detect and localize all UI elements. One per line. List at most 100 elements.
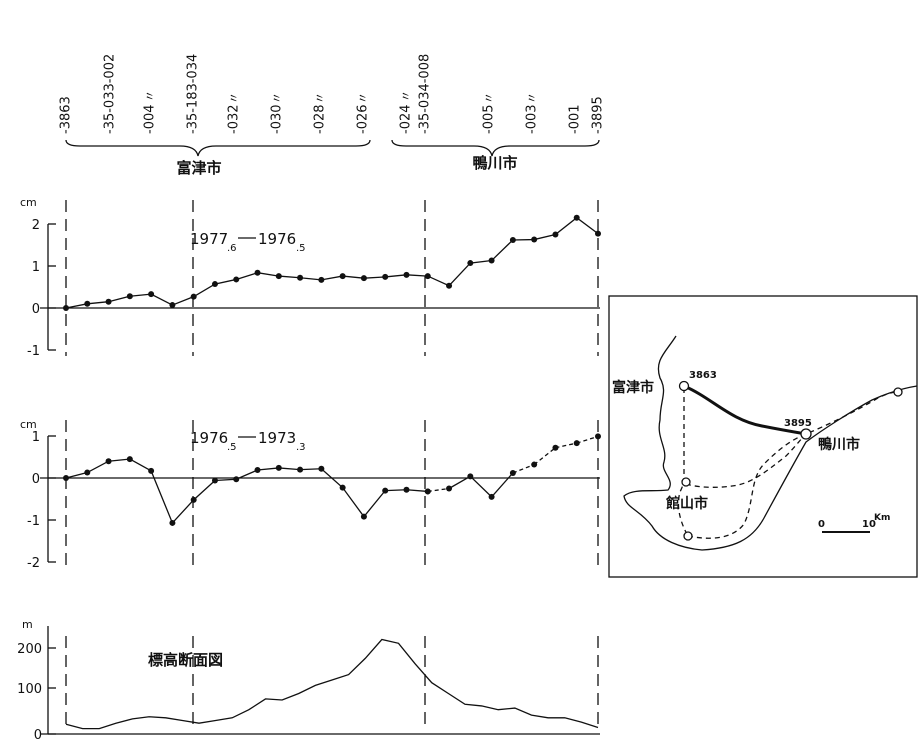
chart1-point	[211, 281, 218, 288]
map-label-kamogawa: 鴨川市	[818, 436, 860, 453]
inset-map-frame	[608, 295, 918, 578]
chart2-point	[233, 476, 240, 483]
benchmark-label: -005	[482, 104, 497, 134]
chart1-epoch-b-sub: .5	[296, 243, 306, 254]
chart3-title: 標高断面図	[148, 651, 223, 669]
chart2-epoch-b: 1973	[258, 429, 296, 447]
chart2-series-segment	[512, 463, 535, 474]
group-label-futtsu: 富津市	[176, 159, 221, 177]
chart1-unit: cm	[20, 196, 37, 209]
chart1-point	[297, 274, 304, 281]
chart1-ytick-label: -1	[27, 344, 40, 359]
point-3863	[678, 380, 690, 392]
point-south	[683, 531, 693, 541]
chart1-point	[403, 271, 410, 278]
benchmark-label: -024	[399, 104, 414, 134]
chart1-series-line	[65, 216, 599, 309]
chart2-point	[382, 487, 389, 494]
chart2-epoch-annotation: 1976 .5 1973 .3	[190, 429, 306, 453]
brace-left	[65, 139, 371, 157]
benchmark-labels: -3863 -35-033-002 -004 -35-183-034 -032 -030 -…	[59, 54, 606, 134]
ditto-mark: 〃	[227, 92, 241, 104]
label-3895: 3895	[784, 418, 812, 429]
ditto-mark: 〃	[270, 92, 284, 104]
elevation-profile-chart: 200 100 0	[17, 626, 600, 742]
chart1-epoch-annotation: 1977 .6 1976 .5	[190, 230, 306, 254]
chart1-point	[318, 276, 325, 283]
chart1-point	[424, 273, 431, 280]
chart2-point	[573, 440, 580, 447]
chart2-point	[339, 484, 346, 491]
benchmark-label: -004	[143, 104, 158, 134]
chart1-epoch-a: 1977	[190, 230, 228, 248]
ditto-mark: 〃	[482, 92, 496, 104]
group-label-kamogawa: 鴨川市	[472, 154, 517, 172]
chart3-profile-line	[65, 638, 599, 730]
scale-unit: Km	[874, 513, 890, 523]
chart1-point	[339, 273, 346, 280]
chart1-point	[148, 291, 155, 298]
chart2-epoch-a: 1976	[190, 429, 228, 447]
chart2-epoch-a-sub: .5	[227, 442, 237, 453]
brace-right	[391, 139, 600, 157]
chart2-point	[509, 469, 516, 476]
chart1-ytick-label: 1	[32, 260, 40, 275]
chart1-point	[254, 269, 261, 276]
route-main	[683, 384, 807, 436]
ditto-mark: 〃	[399, 90, 413, 102]
map-label-futtsu: 富津市	[612, 379, 654, 396]
chart2-point	[467, 473, 474, 480]
route-mid	[685, 433, 807, 488]
chart1-point	[446, 282, 453, 289]
scale-start: 0	[818, 519, 825, 530]
chart2-series-segment	[491, 472, 514, 498]
chart2-point	[318, 465, 325, 472]
chart-1976-1973: 1 0 -1 -2	[27, 420, 601, 571]
chart2-series-segment	[427, 487, 450, 493]
chart3-unit: m	[22, 618, 33, 631]
chart2-point	[169, 519, 176, 526]
chart1-epoch-a-sub: .6	[227, 243, 237, 254]
coastline	[623, 335, 918, 551]
chart2-point	[148, 467, 155, 474]
chart2-epoch-b-sub: .3	[296, 442, 306, 453]
chart2-point	[531, 461, 538, 468]
chart1-point	[84, 300, 91, 307]
chart1-point	[275, 273, 282, 280]
chart2-ytick-label: 1	[32, 430, 40, 445]
chart1-epoch-b: 1976	[258, 230, 296, 248]
chart1-point	[63, 305, 69, 311]
benchmark-label: -001	[568, 104, 583, 134]
chart-1977-1976: 2 1 0 -1	[27, 200, 601, 359]
chart2-series-segment	[448, 475, 471, 490]
chart1-point	[169, 302, 176, 309]
label-3863: 3863	[689, 370, 717, 381]
chart3-ytick-label: 200	[17, 642, 42, 657]
benchmark-label: -35-034-008	[418, 54, 433, 134]
chart2-point	[297, 466, 304, 473]
chart2-point	[403, 486, 410, 493]
chart1-point	[105, 298, 112, 305]
chart2-series-segment	[469, 475, 493, 498]
benchmark-label: -032	[227, 104, 242, 134]
chart2-point	[63, 475, 69, 481]
chart2-point	[254, 467, 261, 474]
chart2-series-line	[65, 458, 428, 525]
chart3-ytick-label: 0	[34, 728, 42, 742]
chart1-point	[126, 293, 133, 300]
chart1-point	[531, 236, 538, 243]
ditto-mark: 〃	[356, 92, 370, 104]
point-east	[893, 387, 903, 397]
benchmark-label: -028	[313, 104, 328, 134]
chart2-point	[190, 496, 197, 503]
chart2-point	[275, 464, 282, 471]
chart2-point	[424, 488, 431, 495]
ditto-mark: 〃	[143, 90, 157, 102]
chart2-series-segment	[555, 442, 577, 449]
chart1-point	[509, 236, 516, 243]
chart2-point	[360, 513, 367, 520]
chart1-ytick-label: 0	[32, 302, 40, 317]
inset-map: 3863 3895 富津市 鴨川市 館山市 0 10 Km	[608, 295, 918, 578]
route-south	[687, 391, 899, 539]
